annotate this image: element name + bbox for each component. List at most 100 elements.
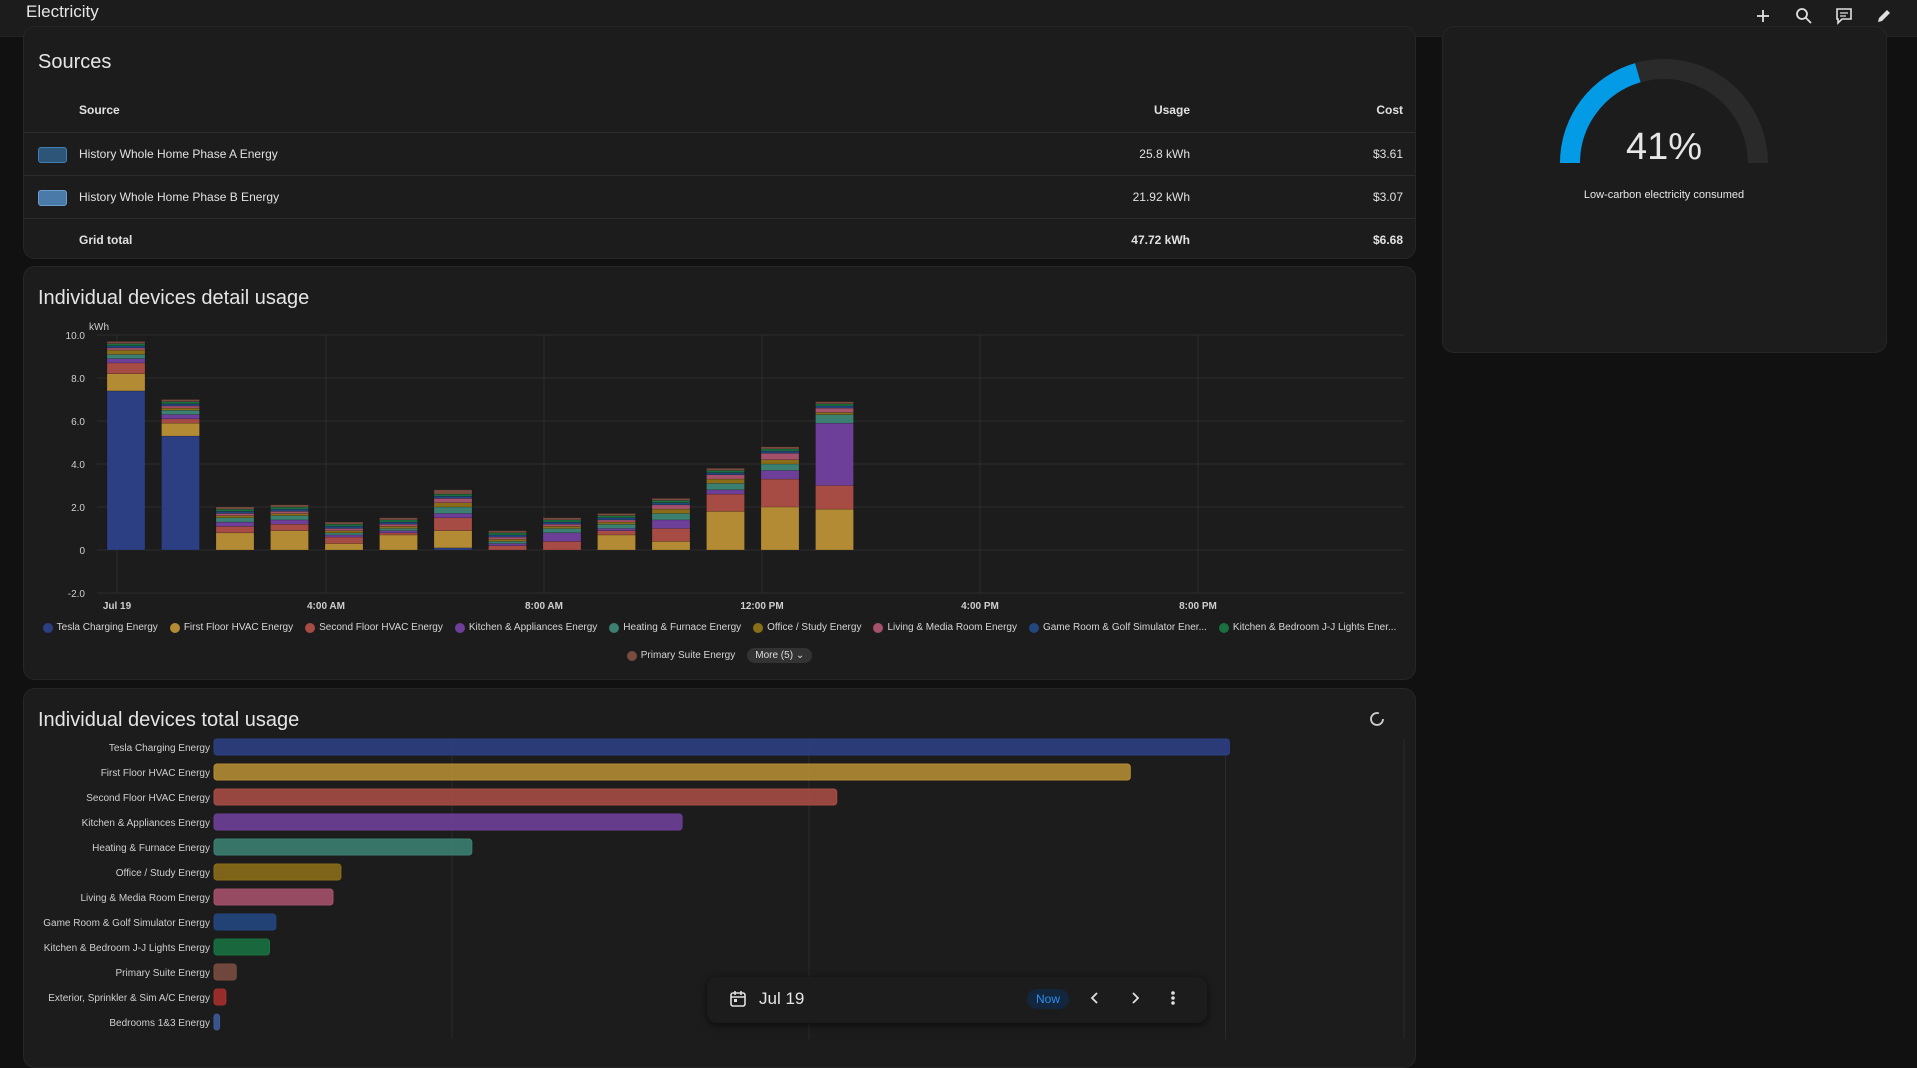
legend-more-button[interactable]: More (5) ⌄ <box>747 648 813 663</box>
total-usage-bar[interactable] <box>213 863 342 881</box>
total-usage-bar[interactable] <box>213 813 683 831</box>
chart-bar-segment[interactable] <box>106 349 146 355</box>
chart-bar-segment[interactable] <box>324 521 364 525</box>
chart-bar-segment[interactable] <box>379 521 418 525</box>
chart-bar-segment[interactable] <box>106 358 146 364</box>
chart-bar-segment[interactable] <box>760 478 800 508</box>
total-usage-bar[interactable] <box>213 988 227 1006</box>
chart-bar-segment[interactable] <box>760 470 800 480</box>
legend-item[interactable]: First Floor HVAC Energy <box>169 622 293 633</box>
chart-bar-segment[interactable] <box>324 530 364 534</box>
chart-bar-segment[interactable] <box>542 517 582 521</box>
chart-bar-segment[interactable] <box>542 532 582 542</box>
chart-bar-segment[interactable] <box>706 470 745 473</box>
chart-bar-segment[interactable] <box>597 534 636 551</box>
chart-bar-segment[interactable] <box>106 390 146 551</box>
chart-bar-segment[interactable] <box>488 545 527 551</box>
chart-bar-segment[interactable] <box>433 498 473 503</box>
chart-bar-segment[interactable] <box>651 498 691 501</box>
chart-bar-segment[interactable] <box>379 519 418 523</box>
chart-bar-segment[interactable] <box>597 517 636 521</box>
chart-bar-segment[interactable] <box>270 530 309 551</box>
chart-bar-segment[interactable] <box>161 435 200 551</box>
chart-bar-segment[interactable] <box>542 528 582 534</box>
legend-item[interactable]: Kitchen & Bedroom J-J Lights Ener... <box>1218 622 1396 633</box>
chart-bar-segment[interactable] <box>542 521 582 525</box>
chart-bar-segment[interactable] <box>324 523 364 527</box>
chart-bar-segment[interactable] <box>651 502 691 506</box>
chart-bar-segment[interactable] <box>706 483 745 491</box>
total-usage-bar[interactable] <box>213 963 237 981</box>
chart-bar-segment[interactable] <box>215 521 255 527</box>
chart-bar-segment[interactable] <box>106 373 146 392</box>
chart-bar-segment[interactable] <box>161 422 200 437</box>
total-usage-bar[interactable] <box>213 788 838 806</box>
chart-bar-segment[interactable] <box>815 485 854 510</box>
chart-bar-segment[interactable] <box>215 513 255 516</box>
total-usage-bar[interactable] <box>213 763 1131 781</box>
chart-bar-segment[interactable] <box>760 448 800 452</box>
more-vert-icon[interactable] <box>1169 989 1177 1012</box>
chart-bar-segment[interactable] <box>488 543 527 546</box>
chart-bar-segment[interactable] <box>488 536 527 540</box>
total-usage-bar[interactable] <box>213 938 271 956</box>
chart-bar-segment[interactable] <box>433 506 473 514</box>
chart-bar-segment[interactable] <box>433 547 473 551</box>
chart-bar-segment[interactable] <box>215 508 255 512</box>
refresh-icon[interactable] <box>1369 711 1385 727</box>
chart-bar-segment[interactable] <box>270 506 309 510</box>
legend-item[interactable]: Heating & Furnace Energy <box>609 622 741 633</box>
chart-bar-segment[interactable] <box>815 422 854 486</box>
chart-bar-segment[interactable] <box>324 528 364 531</box>
selected-date[interactable]: Jul 19 <box>759 989 805 1008</box>
chart-bar-segment[interactable] <box>161 405 200 409</box>
chart-bar-segment[interactable] <box>161 414 200 420</box>
total-usage-bar[interactable] <box>213 838 473 856</box>
chart-bar-segment[interactable] <box>215 526 255 534</box>
chart-bar-segment[interactable] <box>270 504 309 508</box>
legend-item[interactable]: Living & Media Room Energy <box>873 622 1017 633</box>
total-usage-bar[interactable] <box>213 888 334 906</box>
chart-bar-segment[interactable] <box>324 536 364 544</box>
chart-bar-segment[interactable] <box>760 459 800 465</box>
chart-bar-segment[interactable] <box>815 403 854 407</box>
chart-bar-segment[interactable] <box>433 513 473 519</box>
chart-bar-segment[interactable] <box>106 345 146 349</box>
legend-item[interactable]: Game Room & Golf Simulator Ener... <box>1028 622 1207 633</box>
chart-bar-segment[interactable] <box>488 532 527 536</box>
chart-bar-segment[interactable] <box>597 519 636 523</box>
chart-bar-segment[interactable] <box>760 450 800 454</box>
chart-bar-segment[interactable] <box>215 532 255 551</box>
chevron-right-icon[interactable] <box>1127 989 1143 1012</box>
chart-bar-segment[interactable] <box>597 513 636 516</box>
chart-bar-segment[interactable] <box>161 403 200 407</box>
total-usage-bar[interactable] <box>213 913 277 931</box>
chart-bar-segment[interactable] <box>760 446 800 450</box>
chart-bar-segment[interactable] <box>433 517 473 531</box>
chart-bar-segment[interactable] <box>760 506 800 551</box>
chart-bar-segment[interactable] <box>379 530 418 534</box>
chart-bar-segment[interactable] <box>106 341 146 344</box>
chart-bar-segment[interactable] <box>215 511 255 514</box>
calendar-icon[interactable] <box>729 990 747 1013</box>
now-button[interactable]: Now <box>1027 989 1070 1009</box>
chart-bar-segment[interactable] <box>433 530 473 549</box>
chart-bar-segment[interactable] <box>815 508 854 551</box>
chart-bar-segment[interactable] <box>706 489 745 495</box>
chart-bar-segment[interactable] <box>815 407 854 413</box>
total-usage-bar[interactable] <box>213 1013 221 1031</box>
chart-bar-segment[interactable] <box>270 513 309 516</box>
chart-bar-segment[interactable] <box>815 401 854 405</box>
chart-bar-segment[interactable] <box>651 528 691 542</box>
chart-bar-segment[interactable] <box>161 418 200 424</box>
chart-bar-segment[interactable] <box>433 495 473 499</box>
search-icon[interactable] <box>1792 4 1816 28</box>
chart-bar-segment[interactable] <box>651 508 691 514</box>
chart-bar-segment[interactable] <box>270 519 309 525</box>
chart-bar-segment[interactable] <box>106 362 146 374</box>
chart-bar-segment[interactable] <box>433 502 473 508</box>
legend-item[interactable]: Kitchen & Appliances Energy <box>454 622 597 633</box>
chart-bar-segment[interactable] <box>706 474 745 480</box>
legend-item[interactable]: Tesla Charging Energy <box>42 622 158 633</box>
chart-bar-segment[interactable] <box>597 528 636 531</box>
